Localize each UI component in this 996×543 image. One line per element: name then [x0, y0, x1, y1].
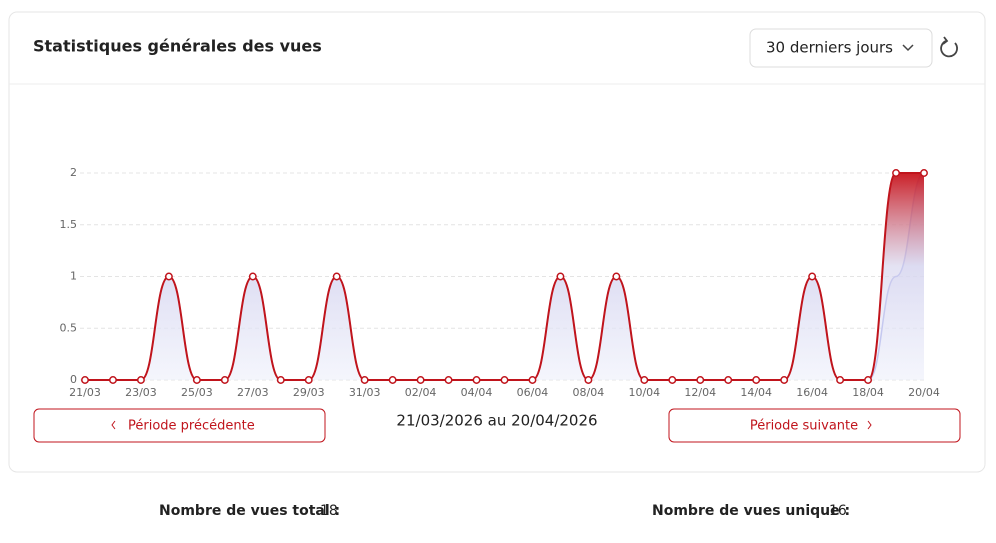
x-tick-label: 25/03 [181, 386, 213, 399]
point [500, 376, 509, 384]
x-tick-label: 27/03 [237, 386, 269, 399]
point [136, 376, 145, 384]
y-tick-label: 1.5 [60, 218, 78, 231]
point [808, 272, 817, 281]
period-select[interactable]: 30 derniers jours [749, 28, 933, 68]
point [248, 272, 257, 281]
point [724, 376, 733, 384]
point [584, 376, 593, 384]
point [416, 376, 425, 384]
point [528, 376, 537, 384]
x-tick-label: 06/04 [517, 386, 549, 399]
chevron [902, 44, 914, 52]
prev-label[interactable]: Période précédente [128, 419, 255, 434]
point [304, 376, 313, 384]
x-tick-label: 21/03 [69, 386, 101, 399]
point [472, 376, 481, 384]
point [109, 376, 117, 384]
select-text[interactable]: 30 derniers jours [766, 39, 893, 57]
point [752, 376, 761, 384]
point [360, 376, 369, 384]
refresh-button[interactable] [940, 36, 958, 58]
stat-label: Nombre de vues total : [159, 503, 340, 519]
point [920, 169, 928, 177]
range-label: 21/03/2026 au 20/04/2026 [396, 412, 597, 430]
point [192, 376, 201, 384]
refresh-icon[interactable] [940, 40, 958, 58]
point [444, 376, 453, 384]
point [220, 376, 229, 384]
point [332, 272, 341, 281]
point [696, 376, 705, 384]
point [81, 376, 89, 384]
x-tick-label: 18/04 [852, 386, 884, 399]
point [164, 272, 173, 281]
button-box[interactable] [668, 408, 961, 443]
point [556, 272, 565, 281]
stat-value: 18 [320, 503, 338, 519]
next-button[interactable]: Période suivante [668, 408, 961, 443]
y-tick-label: 1 [70, 270, 77, 283]
x-tick-label: 20/04 [908, 386, 940, 399]
x-tick-label: 16/04 [796, 386, 828, 399]
point [892, 169, 900, 177]
stat-value: 16 [829, 503, 847, 519]
next-label[interactable]: Période suivante [750, 419, 858, 434]
point [276, 376, 285, 384]
x-tick-label: 08/04 [573, 386, 605, 399]
x-tick-label: 23/03 [125, 386, 157, 399]
card-title: Statistiques générales des vues [33, 37, 322, 56]
x-tick-label: 31/03 [349, 386, 381, 399]
button-box[interactable] [33, 408, 326, 443]
x-tick-label: 14/04 [740, 386, 772, 399]
point [836, 376, 845, 384]
x-tick-label: 10/04 [628, 386, 660, 399]
point [640, 376, 649, 384]
chevron-right [867, 420, 872, 430]
point [668, 376, 677, 384]
prev-button[interactable]: Période précédente [33, 408, 326, 443]
point [612, 272, 621, 281]
stat-label: Nombre de vues unique : [652, 503, 850, 519]
x-tick-label: 12/04 [684, 386, 716, 399]
x-tick-label: 04/04 [461, 386, 493, 399]
y-tick-label: 0 [70, 373, 77, 386]
y-tick-label: 0.5 [60, 321, 78, 334]
refresh-arrow[interactable] [942, 36, 949, 45]
chart: 0 0.5 1 1.5 2 21/03 23/03 25/03 27/03 29/03 31/03 0… [60, 166, 940, 399]
point [780, 376, 789, 384]
point [864, 376, 873, 384]
x-tick-label: 29/03 [293, 386, 325, 399]
card [8, 11, 986, 473]
point [388, 376, 397, 384]
x-tick-label: 02/04 [405, 386, 437, 399]
y-tick-label: 2 [70, 166, 77, 179]
chevron-left [111, 420, 116, 430]
select-box[interactable] [749, 28, 933, 68]
